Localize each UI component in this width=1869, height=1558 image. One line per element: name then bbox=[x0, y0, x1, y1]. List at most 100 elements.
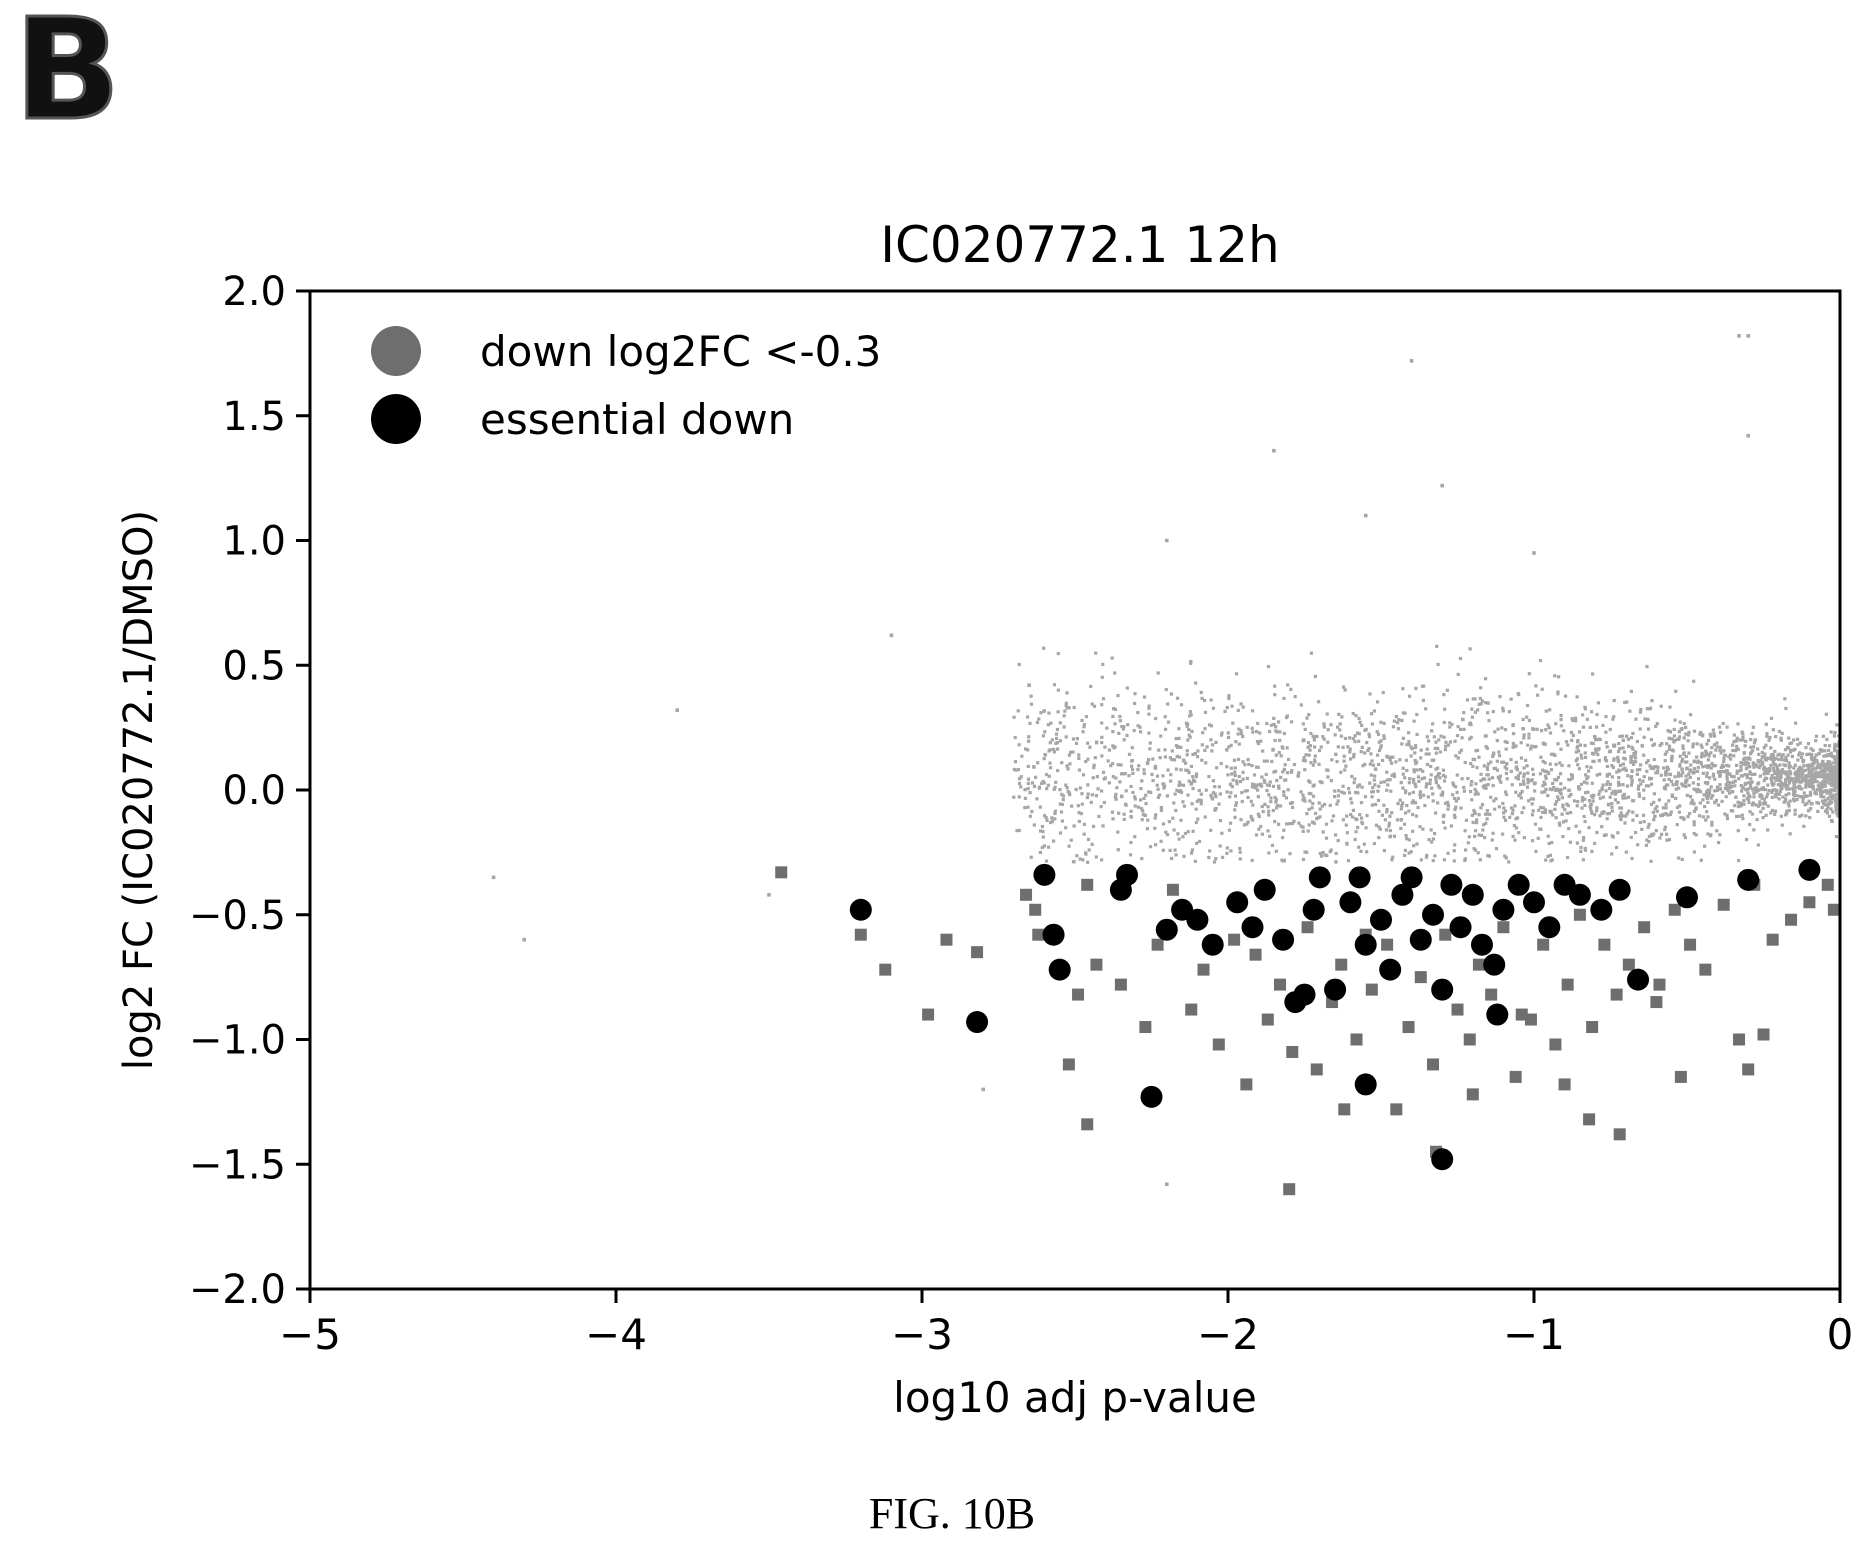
background-point bbox=[1688, 775, 1692, 779]
background-point bbox=[1094, 855, 1098, 859]
background-point bbox=[1225, 748, 1229, 752]
background-point bbox=[1577, 730, 1582, 734]
background-point bbox=[1371, 763, 1376, 767]
background-point bbox=[1334, 860, 1338, 864]
background-point bbox=[1234, 672, 1239, 676]
background-point bbox=[1699, 858, 1703, 862]
background-point bbox=[1029, 702, 1034, 706]
background-point bbox=[1202, 698, 1207, 703]
background-point bbox=[1577, 787, 1582, 791]
background-point bbox=[1510, 812, 1514, 816]
background-point bbox=[1680, 857, 1684, 862]
background-point bbox=[1132, 701, 1137, 706]
background-point bbox=[1756, 843, 1760, 847]
background-point bbox=[1593, 841, 1597, 845]
essential-point bbox=[1492, 898, 1515, 921]
background-point bbox=[1211, 779, 1216, 783]
background-point bbox=[1751, 788, 1755, 792]
background-point bbox=[1468, 647, 1472, 651]
background-point bbox=[1696, 787, 1700, 792]
background-point bbox=[1430, 840, 1434, 844]
background-point bbox=[1305, 812, 1309, 816]
background-point bbox=[1140, 807, 1144, 811]
background-point bbox=[1726, 788, 1730, 792]
background-point bbox=[1792, 789, 1796, 793]
background-point bbox=[1543, 810, 1547, 815]
background-point bbox=[1297, 821, 1301, 825]
background-point bbox=[1772, 788, 1776, 792]
down-point bbox=[1335, 958, 1348, 971]
background-point bbox=[1078, 857, 1082, 861]
background-point bbox=[1567, 764, 1571, 768]
background-point bbox=[1641, 779, 1645, 783]
background-point bbox=[1601, 783, 1605, 787]
background-point bbox=[1174, 744, 1178, 748]
background-point bbox=[1301, 825, 1305, 829]
background-point bbox=[1305, 850, 1309, 854]
background-point bbox=[1789, 772, 1793, 776]
background-point bbox=[1785, 770, 1789, 774]
background-point bbox=[1463, 858, 1467, 863]
background-point bbox=[1708, 732, 1712, 736]
background-point bbox=[1804, 784, 1808, 788]
background-point bbox=[1051, 839, 1056, 843]
down-point bbox=[1139, 1021, 1152, 1034]
essential-point bbox=[1379, 958, 1402, 981]
background-point bbox=[1765, 734, 1769, 738]
background-point bbox=[1139, 787, 1143, 791]
background-point bbox=[1728, 753, 1732, 757]
background-point bbox=[1581, 713, 1585, 717]
background-point bbox=[1527, 736, 1531, 740]
background-point bbox=[1484, 701, 1488, 705]
background-point bbox=[1452, 849, 1456, 853]
background-point bbox=[1041, 829, 1045, 834]
background-point bbox=[1816, 762, 1820, 766]
background-point bbox=[1829, 807, 1833, 811]
background-point bbox=[1164, 687, 1168, 692]
background-point bbox=[1546, 834, 1550, 838]
background-point bbox=[1289, 687, 1293, 691]
background-point bbox=[1228, 782, 1232, 786]
down-point bbox=[1390, 1103, 1403, 1116]
background-point bbox=[1432, 735, 1436, 739]
background-point bbox=[1764, 757, 1768, 761]
background-point bbox=[1336, 794, 1341, 798]
background-point bbox=[1256, 721, 1260, 726]
background-point bbox=[1193, 751, 1197, 756]
background-point bbox=[1112, 746, 1116, 750]
background-point bbox=[1667, 744, 1672, 748]
background-point bbox=[1543, 761, 1547, 765]
background-point bbox=[1529, 747, 1533, 751]
background-point bbox=[1460, 777, 1464, 781]
background-point bbox=[1682, 833, 1686, 837]
background-point bbox=[1185, 724, 1189, 728]
background-point bbox=[1725, 769, 1729, 773]
x-tick-label: −2 bbox=[1197, 1310, 1259, 1359]
essential-point bbox=[1422, 903, 1445, 926]
background-point bbox=[1517, 692, 1521, 697]
background-point bbox=[1643, 717, 1647, 721]
background-point bbox=[1503, 790, 1508, 794]
background-point bbox=[1616, 755, 1620, 760]
background-point bbox=[1830, 779, 1834, 783]
background-point bbox=[1575, 804, 1579, 808]
essential-point bbox=[1568, 883, 1591, 906]
background-point bbox=[1503, 765, 1507, 769]
background-point bbox=[1211, 743, 1215, 747]
background-point bbox=[1351, 737, 1355, 741]
background-point bbox=[1581, 838, 1585, 842]
background-point bbox=[1226, 731, 1230, 735]
background-point bbox=[1184, 721, 1189, 725]
background-point bbox=[1309, 731, 1313, 736]
down-point bbox=[1766, 933, 1779, 946]
background-point bbox=[1251, 730, 1255, 734]
background-point bbox=[1119, 763, 1123, 767]
background-point bbox=[1595, 773, 1599, 777]
background-point bbox=[1326, 728, 1330, 732]
background-point bbox=[1662, 778, 1666, 782]
background-point bbox=[1168, 756, 1172, 760]
background-point bbox=[1403, 790, 1408, 795]
background-point bbox=[1495, 759, 1499, 763]
background-point bbox=[1748, 757, 1752, 761]
background-point bbox=[1805, 752, 1809, 757]
